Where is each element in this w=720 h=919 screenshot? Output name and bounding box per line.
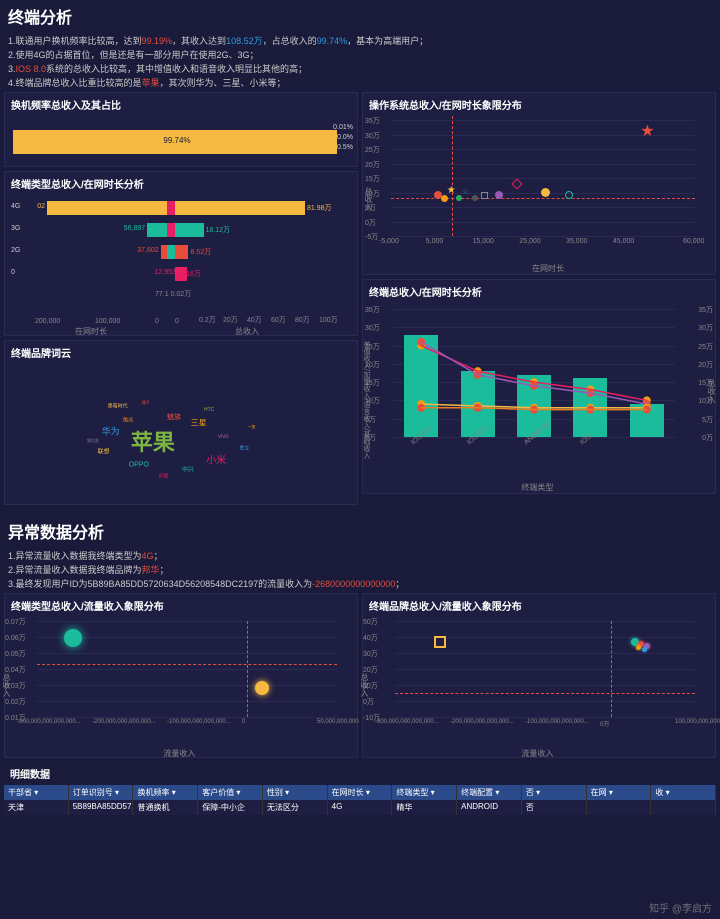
section1-title: 终端分析 bbox=[0, 0, 720, 32]
panel-anomaly-type: 终端类型总收入/流量收入象限分布 0.01万0.02万0.03万0.04万0.0… bbox=[4, 593, 358, 758]
table-header[interactable]: 在网 ▾ bbox=[587, 785, 652, 800]
panel-wordcloud: 终端品牌词云 苹果小米华为三星OPPO魅族vivo联想中兴酷派金立黑莓时代乐视H… bbox=[4, 340, 358, 505]
panel-anomaly-brand: 终端品牌总收入/流量收入象限分布 -10万0万10万20万30万40万50万-3… bbox=[362, 593, 716, 758]
section1-notes: 1.联通用户换机频率比较高，达到99.19%，其收入达到108.52万，占总收入… bbox=[0, 32, 720, 92]
table-header[interactable]: 换机频率 ▾ bbox=[133, 785, 198, 800]
section2-notes: 1.异常流量收入数据我终端类型为4G；2.异常流量收入数据我终端品牌为邦华；3.… bbox=[0, 547, 720, 593]
chart-terminal-revenue: 0万0万5万5万10万10万15万15万20万20万25万25万30万30万35… bbox=[363, 303, 715, 493]
chart-wordcloud: 苹果小米华为三星OPPO魅族vivo联想中兴酷派金立黑莓时代乐视HTC努比亚一加… bbox=[5, 364, 357, 504]
table-header[interactable]: 干部省 ▾ bbox=[4, 785, 69, 800]
chart-os-quadrant: -5万0万5万10万15万20万25万30万35万-5,0005,00015,0… bbox=[363, 116, 715, 274]
panel-terminal-revenue: 终端总收入/在网时长分析 0万0万5万5万10万10万15万15万20万20万2… bbox=[362, 279, 716, 494]
panel-terminal-type: 终端类型总收入/在网时长分析 4G0281.98万3G56,89718.12万2… bbox=[4, 171, 358, 336]
chart-anomaly-type: 0.01万0.02万0.03万0.04万0.05万0.06万0.07万-300,… bbox=[5, 617, 357, 757]
panel2-title: 操作系统总收入/在网时长象限分布 bbox=[363, 93, 715, 116]
table-header[interactable]: 收 ▾ bbox=[651, 785, 716, 800]
section2-title: 异常数据分析 bbox=[0, 515, 720, 547]
table-header[interactable]: 性别 ▾ bbox=[263, 785, 328, 800]
panel-os-quadrant: 操作系统总收入/在网时长象限分布 -5万0万5万10万15万20万25万30万3… bbox=[362, 92, 716, 275]
panel1-title: 换机频率总收入及其占比 bbox=[5, 93, 357, 116]
table-header[interactable]: 订单识别号 ▾ bbox=[69, 785, 134, 800]
table-header[interactable]: 在网时长 ▾ bbox=[328, 785, 393, 800]
panel5-title: 终端品牌词云 bbox=[5, 341, 357, 364]
panel7-title: 终端品牌总收入/流量收入象限分布 bbox=[363, 594, 715, 617]
panel4-title: 终端总收入/在网时长分析 bbox=[363, 280, 715, 303]
detail-table: 干部省 ▾订单识别号 ▾换机频率 ▾客户价值 ▾性别 ▾在网时长 ▾终端类型 ▾… bbox=[4, 785, 716, 815]
chart-terminal-type: 4G0281.98万3G56,89718.12万2G37,6028.52万012… bbox=[5, 195, 357, 335]
panel6-title: 终端类型总收入/流量收入象限分布 bbox=[5, 594, 357, 617]
watermark: 知乎 @李启方 bbox=[649, 900, 712, 915]
table-header[interactable]: 否 ▾ bbox=[522, 785, 587, 800]
panel-revenue-ratio: 换机频率总收入及其占比 99.74%0.01%0.0%0.5% bbox=[4, 92, 358, 167]
panel3-title: 终端类型总收入/在网时长分析 bbox=[5, 172, 357, 195]
table-header[interactable]: 终端类型 ▾ bbox=[392, 785, 457, 800]
chart-revenue-ratio: 99.74%0.01%0.0%0.5% bbox=[5, 116, 357, 166]
table-header[interactable]: 终端配置 ▾ bbox=[457, 785, 522, 800]
chart-anomaly-brand: -10万0万10万20万30万40万50万-300,000,000,000,00… bbox=[363, 617, 715, 757]
table-title: 明细数据 bbox=[4, 762, 716, 785]
table-header[interactable]: 客户价值 ▾ bbox=[198, 785, 263, 800]
